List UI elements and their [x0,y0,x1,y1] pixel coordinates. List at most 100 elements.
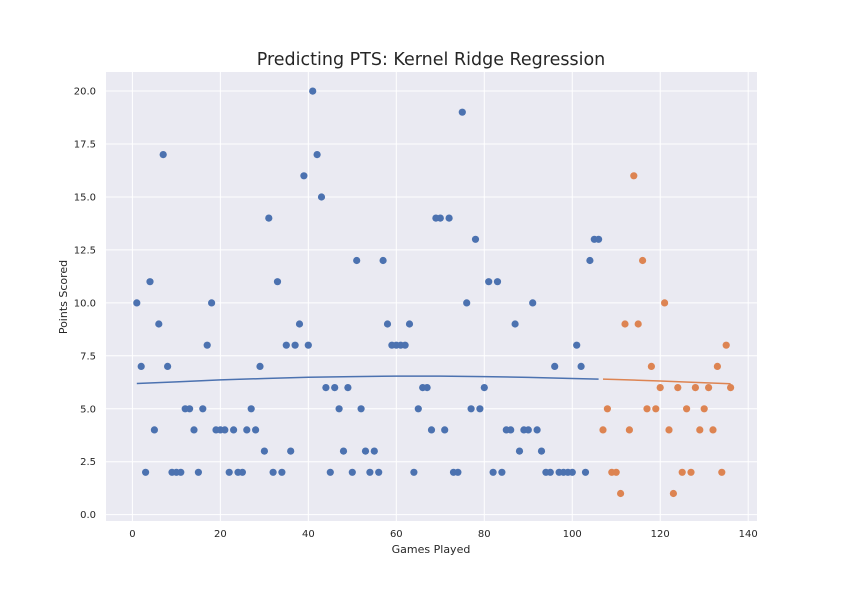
train-point [436,214,444,222]
train-point [577,362,585,370]
train-point [454,468,462,476]
train-point [529,299,537,307]
train-point [581,468,590,476]
train-point [221,426,229,434]
test-point [674,384,682,392]
train-point [269,468,277,476]
regression-lines [136,375,731,385]
train-point [441,426,449,434]
plot-area [106,72,757,521]
train-point [405,320,414,328]
test-point [612,468,620,476]
train-point [238,468,246,476]
test-point [599,426,607,434]
train-point [300,172,308,180]
test-point [621,320,629,328]
test-point [603,405,612,413]
train-point [524,426,532,434]
y-tick-label: 10.0 [74,298,96,309]
y-tick-label: 5.0 [80,404,96,415]
test-point [696,426,704,434]
train-point [304,341,312,349]
train-point [177,468,185,476]
test-point [639,256,647,265]
train-point [322,384,330,392]
train-point [256,362,264,370]
train-point [309,87,317,95]
train-point [353,256,361,265]
test-point [713,362,722,370]
y-tick-label: 17.5 [74,140,96,151]
train-point [287,447,295,455]
train-point [586,256,594,265]
train-point [247,405,255,413]
train-point [445,214,453,222]
test-point [705,384,713,392]
test-point [661,299,669,307]
train-point [383,320,392,328]
train-point [291,341,299,349]
train-point [458,108,466,116]
train-point [348,468,356,476]
train-point [273,278,282,286]
train-point [361,447,370,455]
train-point [414,405,422,413]
train-point [326,468,334,476]
y-tick-label: 2.5 [80,457,96,468]
train-point [595,235,603,243]
test-point [669,489,678,498]
train-point [498,468,506,476]
train-point [133,299,141,307]
train-point [230,426,238,434]
test-point [617,489,625,498]
train-point [370,447,378,455]
test-point [656,384,664,392]
train-point [137,362,145,370]
y-axis-label: Points Scored [57,260,70,334]
gridlines [106,72,757,521]
train-point [159,151,167,159]
x-tick-label: 140 [739,529,758,540]
test-point [722,341,730,349]
train-point [489,468,497,476]
y-tick-label: 12.5 [74,245,96,256]
train-point [142,468,150,476]
train-point [190,426,198,434]
train-point [480,384,488,392]
test-point [652,405,660,413]
train-point [515,447,524,455]
test-point [683,405,691,413]
x-tick-label: 60 [390,529,403,540]
train-point [344,384,352,392]
train-point [265,214,273,222]
train-point [164,362,172,370]
test-point [625,426,634,434]
train-point [335,405,343,413]
tick-labels: 0 20 40 60 80 100 120 140 0.0 2.5 5.0 7.5 10.0 12.5 15… [74,87,758,540]
train-point [317,193,326,201]
train-point [199,405,207,413]
train-fit-line [136,375,599,385]
train-point [208,299,216,307]
train-point [463,299,471,307]
test-point [665,426,673,434]
x-axis-label: Games Played [392,543,471,556]
test-point [709,426,717,434]
test-point [647,362,656,370]
train-point [357,405,365,413]
train-point [155,320,163,328]
train-point [379,256,387,265]
train-point [225,468,233,476]
train-point [186,405,194,413]
y-tick-label: 0.0 [80,510,96,521]
chart-title: Predicting PTS: Kernel Ridge Regression [257,50,606,70]
train-point [485,278,493,286]
train-point [146,278,154,286]
train-point [573,341,581,349]
train-point [282,341,290,349]
train-point [471,235,480,243]
train-point [537,447,546,455]
train-point [427,426,436,434]
